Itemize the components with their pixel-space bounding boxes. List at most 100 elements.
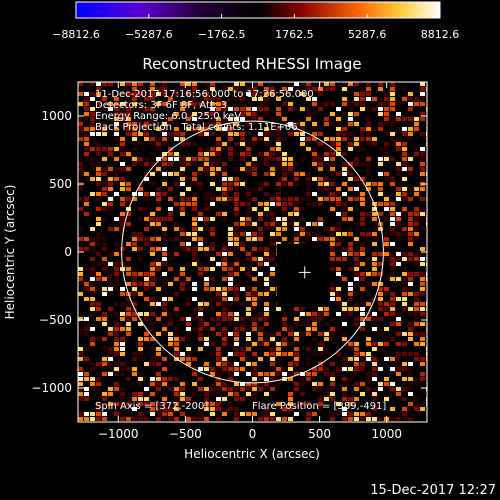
heatmap-cell [234,407,239,411]
heatmap-cell [378,417,383,421]
heatmap-cell [408,97,413,101]
heatmap-cell [402,127,407,131]
heatmap-cell [372,182,377,186]
heatmap-cell [264,287,269,291]
colorbar-ticks: −8812.6 −5287.6 −1762.5 1762.5 5287.6 8812.6 [52,14,459,41]
heatmap-cell [180,337,185,341]
heatmap-cell [246,107,251,111]
heatmap-cell [264,392,269,396]
heatmap-cell [294,207,299,211]
heatmap-cell [84,212,89,216]
heatmap-cell [366,187,371,191]
heatmap-cell [174,417,179,421]
heatmap-cell [288,102,293,106]
heatmap-cell [204,287,209,291]
heatmap-cell [96,317,101,321]
heatmap-cell [234,252,239,256]
heatmap-cell [366,127,371,131]
heatmap-cell [162,297,167,301]
heatmap-cell [108,227,113,231]
heatmap-cell [150,142,155,146]
heatmap-cell [186,202,191,206]
heatmap-cell [264,407,269,411]
heatmap-cell [264,377,269,381]
heatmap-cell [174,202,179,206]
heatmap-cell [252,292,257,296]
heatmap-cell [282,87,287,91]
heatmap-cell [390,292,395,296]
heatmap-cell [402,292,407,296]
heatmap-cell [228,227,233,231]
heatmap-cell [78,227,83,231]
heatmap-cell [348,142,353,146]
heatmap-cell [90,312,95,316]
heatmap-cell [204,202,209,206]
heatmap-cell [270,267,275,271]
heatmap-cell [228,97,233,101]
heatmap-cell [336,267,341,271]
heatmap-cell [222,327,227,331]
heatmap-cell [372,97,377,101]
heatmap-cell [270,372,275,376]
heatmap-cell [402,227,407,231]
heatmap-cell [324,197,329,201]
heatmap-cell [300,367,305,371]
heatmap-cell [408,212,413,216]
heatmap-cell [174,152,179,156]
heatmap-cell [294,382,299,386]
heatmap-cell [198,302,203,306]
heatmap-cell [384,337,389,341]
heatmap-cell [96,377,101,381]
heatmap-cell [204,157,209,161]
heatmap-cell [378,282,383,286]
heatmap-cell [114,362,119,366]
x-tick-label: −1000 [98,427,139,441]
heatmap-cell [276,137,281,141]
heatmap-cell [120,167,125,171]
heatmap-cell [210,192,215,196]
heatmap-cell [252,222,257,226]
heatmap-cell [294,362,299,366]
heatmap-cell [228,387,233,391]
heatmap-cell [126,367,131,371]
heatmap-cell [126,97,131,101]
heatmap-cell [396,217,401,221]
heatmap-cell [294,177,299,181]
heatmap-cell [240,117,245,121]
heatmap-cell [342,357,347,361]
heatmap-cell [330,292,335,296]
heatmap-cell [288,397,293,401]
heatmap-cell [312,367,317,371]
heatmap-cell [84,347,89,351]
colorbar-tick-label: −1762.5 [198,28,246,41]
heatmap-cell [378,82,383,86]
heatmap-cell [414,307,419,311]
heatmap-cell [144,362,149,366]
heatmap-cell [384,122,389,126]
heatmap-cell [402,397,407,401]
heatmap-cell [408,117,413,121]
heatmap-cell [258,247,263,251]
heatmap-cell [264,372,269,376]
heatmap-cell [186,322,191,326]
heatmap-cell [288,202,293,206]
heatmap-cell [78,377,83,381]
heatmap-cell [186,247,191,251]
heatmap-cell [336,212,341,216]
heatmap-cell [276,142,281,146]
heatmap-cell [240,327,245,331]
heatmap-cell [102,277,107,281]
heatmap-cell [120,222,125,226]
heatmap-cell [210,162,215,166]
heatmap-cell [378,162,383,166]
heatmap-cell [294,182,299,186]
heatmap-cell [270,212,275,216]
heatmap-cell [222,187,227,191]
heatmap-cell [150,172,155,176]
heatmap-cell [258,257,263,261]
heatmap-cell [348,357,353,361]
heatmap-cell [402,352,407,356]
heatmap-cell [390,267,395,271]
heatmap-cell [402,367,407,371]
heatmap-cell [144,317,149,321]
